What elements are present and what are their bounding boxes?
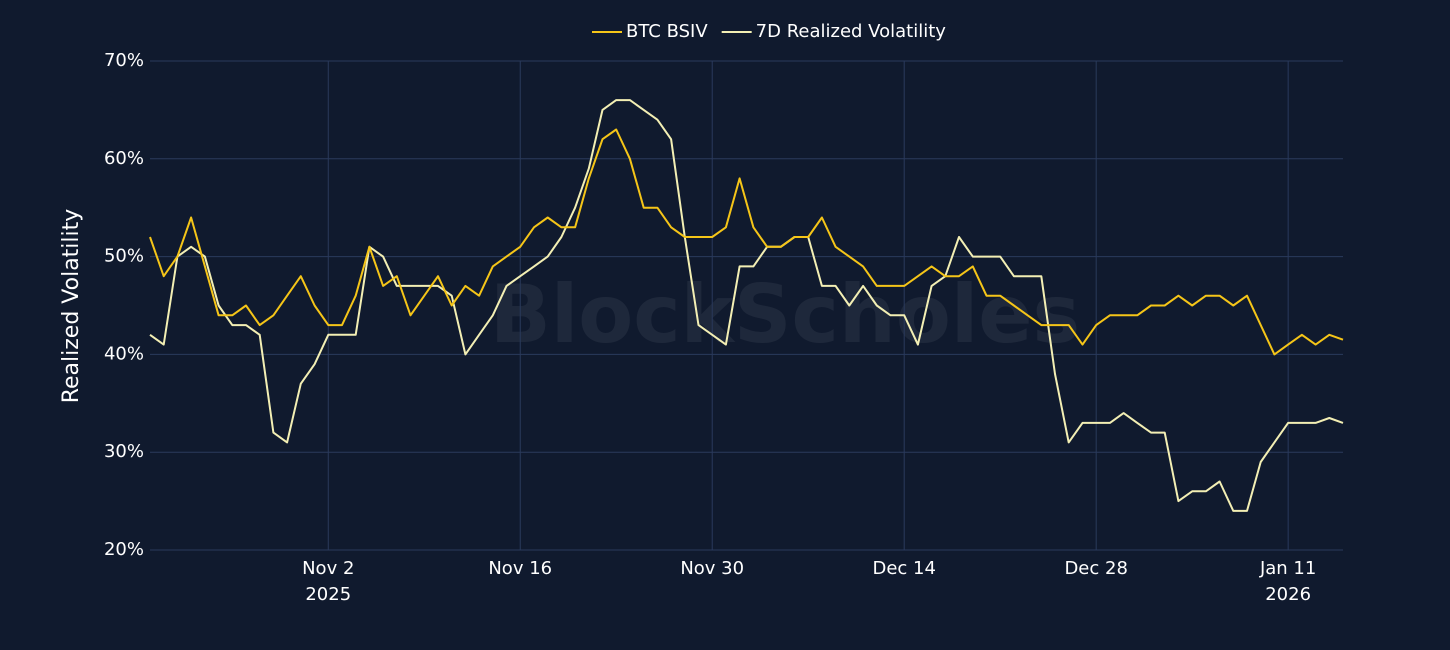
y-tick-label: 60% (104, 148, 144, 169)
y-tick-label: 70% (104, 50, 144, 71)
x-tick-label: Jan 11 2026 (1259, 558, 1316, 605)
legend-label: BTC BSIV (626, 21, 708, 42)
line-series (149, 99, 1344, 512)
legend: BTC BSIV 7D Realized Volatility (592, 21, 946, 42)
watermark: BlockScholes (490, 268, 1080, 361)
grid (150, 60, 1343, 551)
x-tick-label: Nov 2 2025 (302, 558, 354, 605)
x-tick-label: Nov 30 (680, 558, 744, 579)
line-series (149, 128, 1344, 356)
y-tick-label: 50% (104, 246, 144, 267)
x-tick-label: Nov 16 (488, 558, 552, 579)
y-tick-label: 20% (104, 539, 144, 560)
legend-label: 7D Realized Volatility (756, 21, 947, 42)
x-tick-label: Dec 14 (872, 558, 935, 579)
x-tick-label: Dec 28 (1064, 558, 1127, 579)
y-tick-label: 40% (104, 343, 144, 364)
y-axis-title: Realized Volatility (59, 209, 84, 404)
y-tick-label: 30% (104, 441, 144, 462)
